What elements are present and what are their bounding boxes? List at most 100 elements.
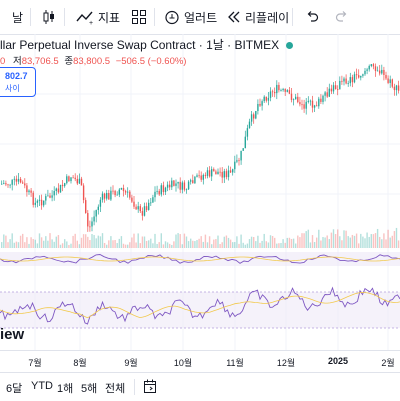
volume-bar (278, 243, 280, 248)
range-all-button[interactable]: 전체 (105, 383, 126, 395)
volume-bar (118, 238, 120, 248)
volume-bar (85, 234, 87, 248)
date-range-button[interactable] (143, 379, 157, 399)
candle-body (265, 96, 267, 101)
volume-bar (211, 244, 213, 248)
candle-body (7, 184, 9, 186)
indicators-icon: + (76, 11, 93, 25)
volume-bar (26, 237, 28, 248)
volume-bar (286, 237, 288, 248)
layouts-button[interactable] (131, 0, 147, 34)
volume-bars (1, 227, 400, 248)
candle-body (351, 77, 354, 83)
volume-bar (162, 244, 165, 248)
time-axis[interactable]: 7월 8월 9월 10월 11월 12월 2025 2월 (0, 350, 400, 373)
candle-body (120, 187, 123, 190)
candle-body (28, 190, 30, 193)
volume-bar (257, 235, 259, 248)
candle-body (387, 78, 389, 83)
candle-body (292, 99, 295, 101)
range-1y-button[interactable]: 1해 (57, 383, 74, 395)
price-box[interactable]: 802.7 사이 (0, 67, 36, 97)
range-5y-button[interactable]: 5해 (81, 383, 98, 395)
candle-body (261, 101, 263, 106)
volume-bar (366, 232, 368, 248)
volume-bar (351, 234, 354, 248)
indicators-button[interactable]: + 지표 (76, 0, 120, 34)
layout-grid-icon (132, 10, 146, 24)
candle-body (13, 178, 15, 180)
candle-body (259, 103, 261, 106)
volume-bar (185, 236, 188, 248)
replay-button[interactable]: 리플레이 (227, 0, 289, 34)
candle-body (288, 90, 291, 94)
candle-body (227, 170, 230, 178)
candle-body (322, 95, 324, 102)
candle-body (53, 191, 55, 196)
candle-body (236, 160, 238, 162)
volume-bar (196, 240, 198, 248)
volume-bar (393, 231, 396, 248)
alerts-button[interactable]: 얼러트 (164, 0, 217, 34)
candle-body (192, 180, 194, 184)
volume-bar (397, 240, 400, 248)
volume-bar (316, 237, 318, 248)
candle-body (129, 191, 131, 198)
candle-body (364, 70, 366, 75)
candle-body (250, 114, 253, 122)
candle-body (122, 187, 125, 192)
volume-bar (208, 236, 211, 248)
candle-body (360, 75, 362, 78)
volume-bar (80, 237, 83, 248)
tradingview-logo[interactable]: iew (0, 326, 24, 343)
candle-body (164, 187, 167, 193)
candle-body (158, 190, 160, 195)
candle-body (313, 105, 316, 108)
volume-bar (64, 239, 66, 248)
candle-body (215, 171, 217, 175)
volume-bar (280, 243, 282, 248)
alerts-label: 얼러트 (184, 10, 218, 25)
candle-body (196, 175, 198, 177)
volume-bar (391, 235, 393, 248)
candle-body (211, 169, 213, 177)
volume-bar (269, 235, 272, 248)
range-ytd-button[interactable]: YTD (31, 380, 53, 392)
candle-body (269, 91, 272, 98)
redo-button[interactable] (335, 0, 349, 34)
volume-bar (70, 243, 72, 248)
candle-body (276, 84, 278, 94)
volume-bar (124, 244, 127, 248)
range-6m-button[interactable]: 6달 (6, 383, 23, 395)
volume-bar (198, 238, 200, 248)
volume-bar (376, 228, 379, 248)
interval-button[interactable]: 날 (12, 0, 23, 34)
candle-body (362, 74, 364, 76)
volume-bar (49, 233, 51, 248)
candle-body (70, 177, 72, 182)
candle-body (190, 180, 192, 182)
price-chart[interactable] (0, 34, 400, 350)
candle-body (72, 177, 74, 179)
volume-bar (334, 234, 337, 248)
toolbar-divider (30, 8, 31, 26)
candle-body (345, 78, 347, 84)
candle-body (139, 206, 141, 212)
candle-body (150, 202, 152, 204)
candle-body (297, 96, 299, 103)
candle-body (175, 183, 177, 186)
candle-body (204, 174, 207, 176)
volume-bar (353, 235, 356, 248)
candle-body (61, 184, 64, 187)
volume-bar (328, 239, 330, 248)
candle-body (347, 83, 349, 84)
candle-body (45, 196, 47, 201)
undo-button[interactable] (305, 0, 319, 34)
candle-body (393, 86, 396, 91)
volume-bar (110, 236, 112, 248)
redo-icon (335, 11, 347, 22)
x-tick: 8월 (73, 358, 87, 368)
candle-type-button[interactable] (42, 0, 56, 34)
volume-bar (3, 234, 5, 248)
candle-body (166, 184, 169, 188)
